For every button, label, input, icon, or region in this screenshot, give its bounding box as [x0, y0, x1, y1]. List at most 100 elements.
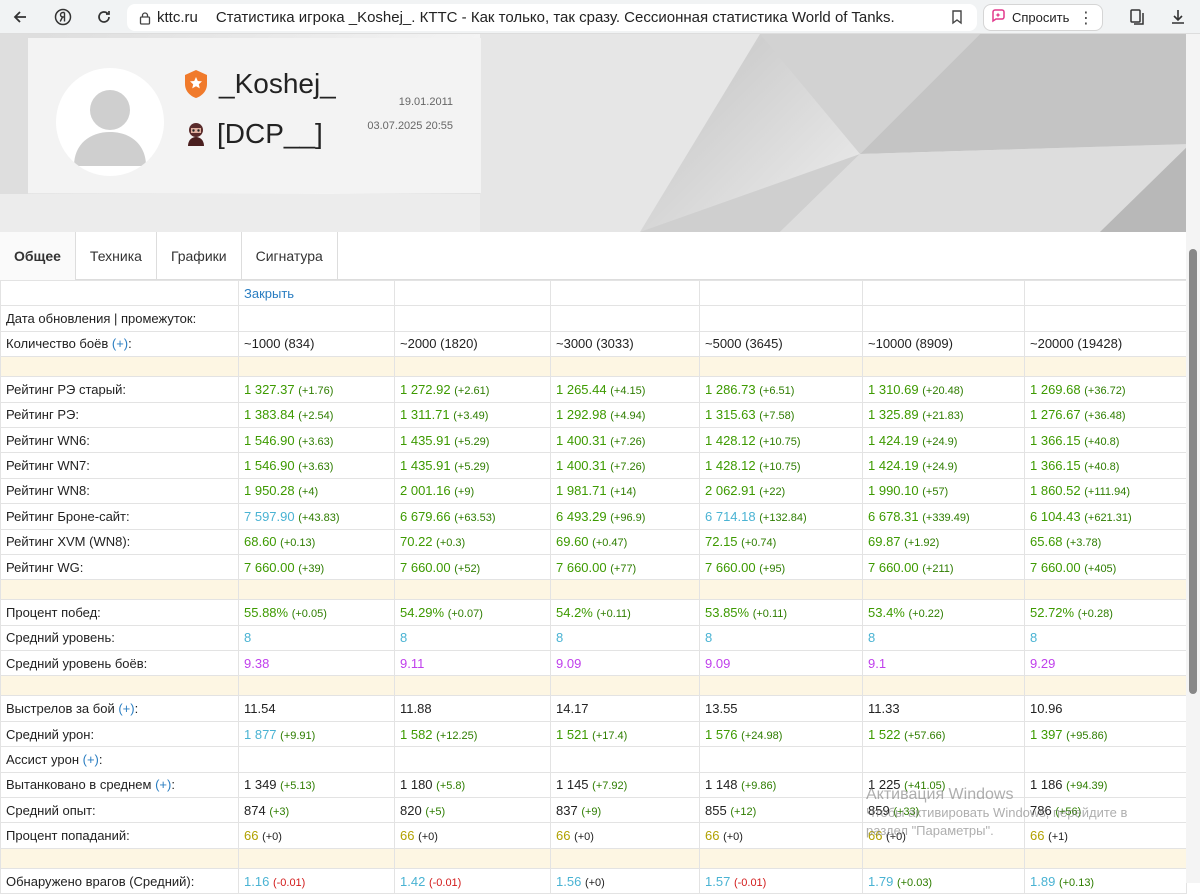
expand-plus-link[interactable]: (+) [155, 777, 172, 793]
stat-value: 7 660.00 [868, 559, 919, 575]
row-label: Рейтинг WN7: [0, 452, 239, 479]
stat-value: 855 [705, 802, 727, 818]
table-row: Рейтинг РЭ старый: 1 327.37 (+1.76) 1 272.… [0, 376, 1187, 403]
stat-delta: (+0.05) [291, 607, 327, 620]
stat-value: 8 [868, 630, 876, 646]
back-icon[interactable] [8, 6, 32, 28]
stat-value: 1 265.44 [556, 381, 607, 397]
value-cell: 6 714.18 (+132.84) [699, 503, 863, 530]
stat-value: 820 [400, 802, 422, 818]
stat-value: 1 582 [400, 726, 433, 742]
stat-value: 1 325.89 [868, 407, 919, 423]
value-cell: 7 660.00 (+211) [862, 553, 1025, 581]
value-cell: 1 269.68 (+36.72) [1024, 376, 1187, 403]
stat-value: 7 660.00 [705, 559, 756, 575]
separator-row [0, 847, 1187, 869]
stat-delta: (+5.13) [280, 780, 316, 793]
stat-value: 1.16 [244, 873, 270, 889]
stat-delta: (+0.47) [592, 537, 628, 550]
ask-button[interactable]: Спросить ⋮ [983, 4, 1103, 31]
stat-value: 53.85% [705, 604, 750, 620]
value-cell: 8 [394, 624, 551, 652]
stat-delta: (+5.29) [454, 435, 490, 448]
stat-value: 6 679.66 [400, 508, 451, 524]
stat-value: 8 [244, 630, 252, 646]
stat-value: 1 400.31 [556, 432, 607, 448]
clan-tag[interactable]: [DCP__] [217, 118, 323, 149]
value-cell: 1 265.44 (+4.15) [550, 376, 700, 403]
stat-delta: (+6.51) [759, 384, 795, 397]
stat-delta: (+14) [610, 486, 637, 499]
stat-value: 874 [244, 802, 266, 818]
value-cell: 1 950.28 (+4) [238, 477, 395, 505]
stat-delta: (+52) [454, 562, 481, 575]
battles-cell: ~20000 (19428) [1024, 330, 1187, 358]
value-cell [394, 746, 551, 773]
value-cell [1024, 746, 1187, 773]
scrollbar[interactable] [1186, 34, 1200, 883]
clan-emblem-icon [188, 123, 204, 146]
address-bar[interactable]: kttc.ru Статистика игрока _Koshej_. КТТС… [127, 4, 977, 31]
tab-general[interactable]: Общее [0, 232, 76, 280]
battles-cell: ~10000 (8909) [862, 330, 1025, 358]
value-cell: 1 877 (+9.91) [238, 720, 395, 748]
more-icon[interactable]: ⋮ [1078, 10, 1094, 27]
expand-plus-link[interactable]: (+) [82, 751, 99, 767]
expand-plus-link[interactable]: (+) [111, 336, 129, 352]
stat-delta: (+3.78) [1066, 537, 1102, 550]
row-label-text: Средний опыт: [6, 802, 96, 818]
value-cell: 1.89 (+0.13) [1024, 867, 1187, 894]
value-cell: 8 [1024, 624, 1187, 652]
yandex-logo-icon[interactable] [51, 6, 75, 28]
table-row: Ассист урон (+): [0, 746, 1187, 773]
separator-row [0, 356, 1187, 378]
tab-vehicles[interactable]: Техника [76, 232, 157, 280]
stat-value: 1 546.90 [244, 432, 295, 448]
stat-value: 66 [1030, 828, 1045, 844]
stat-delta: (+95.86) [1066, 729, 1108, 742]
stat-value: 1 546.90 [244, 458, 295, 474]
stat-value: 66 [400, 828, 415, 844]
user-placeholder-icon [74, 90, 146, 166]
stat-value: 1 310.69 [868, 381, 919, 397]
row-label-text: Рейтинг Броне-сайт: [6, 508, 130, 524]
value-cell: 1 383.84 (+2.54) [238, 401, 395, 428]
value-cell: 1 546.90 (+3.63) [238, 452, 395, 479]
value-cell: 1 428.12 (+10.75) [699, 452, 863, 479]
collections-icon[interactable] [1125, 6, 1149, 28]
stat-delta: (+24.9) [922, 435, 958, 448]
tab-signature[interactable]: Сигнатура [242, 232, 338, 280]
bookmark-icon[interactable] [949, 9, 965, 29]
stat-value: 13.55 [705, 701, 738, 717]
stat-delta: (+56) [1055, 805, 1082, 818]
stat-value: 1 428.12 [705, 458, 756, 474]
stat-delta: (+9.86) [741, 780, 777, 793]
stat-value: 7 660.00 [400, 559, 451, 575]
stat-delta: (+3.63) [298, 435, 334, 448]
stat-delta: (+7.26) [610, 461, 646, 474]
profile-card: _Koshej_ [DCP__] 19.01.2011 03.07.2025 2… [28, 38, 481, 193]
banner-background [0, 34, 1200, 232]
close-link[interactable]: Закрыть [244, 285, 295, 301]
stat-value: 1 576 [705, 726, 738, 742]
stat-delta: (+1.92) [904, 537, 940, 550]
reload-icon[interactable] [92, 6, 116, 28]
value-cell: 7 660.00 (+405) [1024, 553, 1187, 581]
expand-plus-link[interactable]: (+) [118, 701, 135, 717]
row-label-text: Рейтинг WN8: [6, 483, 90, 499]
download-icon[interactable] [1166, 6, 1190, 28]
premium-badge-icon [185, 70, 207, 98]
table-row: Процент попаданий: 66 (+0) 66 (+0) 66 (+0) 6… [0, 822, 1187, 849]
site-info-icon[interactable] [133, 11, 157, 25]
player-clan: [DCP__] [183, 118, 323, 150]
scrollbar-thumb[interactable] [1189, 249, 1197, 694]
stat-delta: (+2.54) [298, 410, 334, 423]
stat-delta: (+7.58) [759, 410, 795, 423]
tab-charts[interactable]: Графики [157, 232, 242, 280]
value-cell: 7 660.00 (+52) [394, 553, 551, 581]
stat-value: 8 [400, 630, 408, 646]
value-cell: 1 272.92 (+2.61) [394, 376, 551, 403]
row-label: Процент побед: [0, 599, 239, 626]
value-cell: 8 [238, 624, 395, 652]
stat-value: 8 [705, 630, 713, 646]
